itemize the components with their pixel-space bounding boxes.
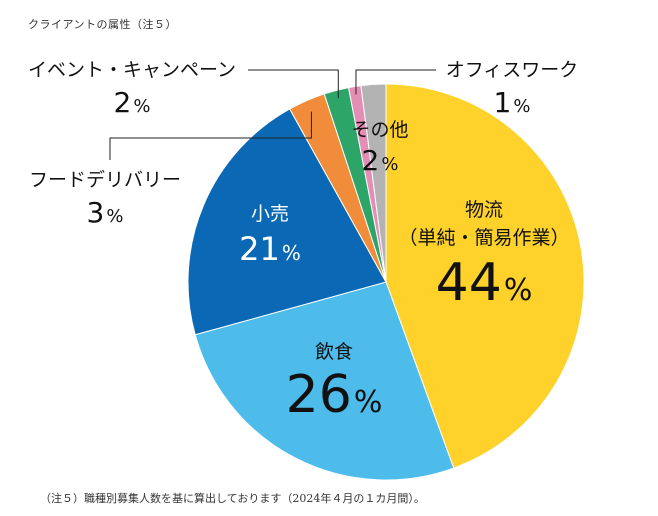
slice-value-0: 44% <box>436 253 533 313</box>
leader-line-4 <box>248 69 339 99</box>
slice-label-0: 物流 <box>465 199 503 221</box>
slice-label-1: 飲食 <box>315 341 353 363</box>
leader-line-3 <box>109 111 312 160</box>
slice-label-3: フードデリバリー <box>29 169 181 191</box>
chart-title: クライアントの属性（注５） <box>28 18 178 31</box>
leader-lines <box>109 69 436 160</box>
pie-slice-1 <box>194 281 455 481</box>
slice-value-3: 3% <box>87 196 124 229</box>
pie-slice-2 <box>187 108 387 336</box>
pie-slices <box>187 83 585 481</box>
pie-slice-0 <box>385 83 585 469</box>
slice-label-5: オフィスワーク <box>446 59 579 81</box>
slice-value-1: 26% <box>286 365 383 425</box>
slice-label-6: その他 <box>351 119 408 141</box>
slice-value-6: 2% <box>362 144 399 177</box>
footnote: （注５）職種別募集人数を基に算出しております（2024年４月の１カ月間）。 <box>40 492 425 505</box>
slice-value-4: 2% <box>114 86 151 119</box>
pie-slice-6 <box>360 83 387 283</box>
leader-line-5 <box>355 69 436 95</box>
slice-label-4: イベント・キャンペーン <box>28 59 236 81</box>
slice-value-2: 21% <box>239 230 301 268</box>
slice-sublabel-0: （単純・簡易作業） <box>398 227 569 249</box>
slice-label-2: 小売 <box>251 203 289 225</box>
slice-value-5: 1% <box>494 86 531 119</box>
